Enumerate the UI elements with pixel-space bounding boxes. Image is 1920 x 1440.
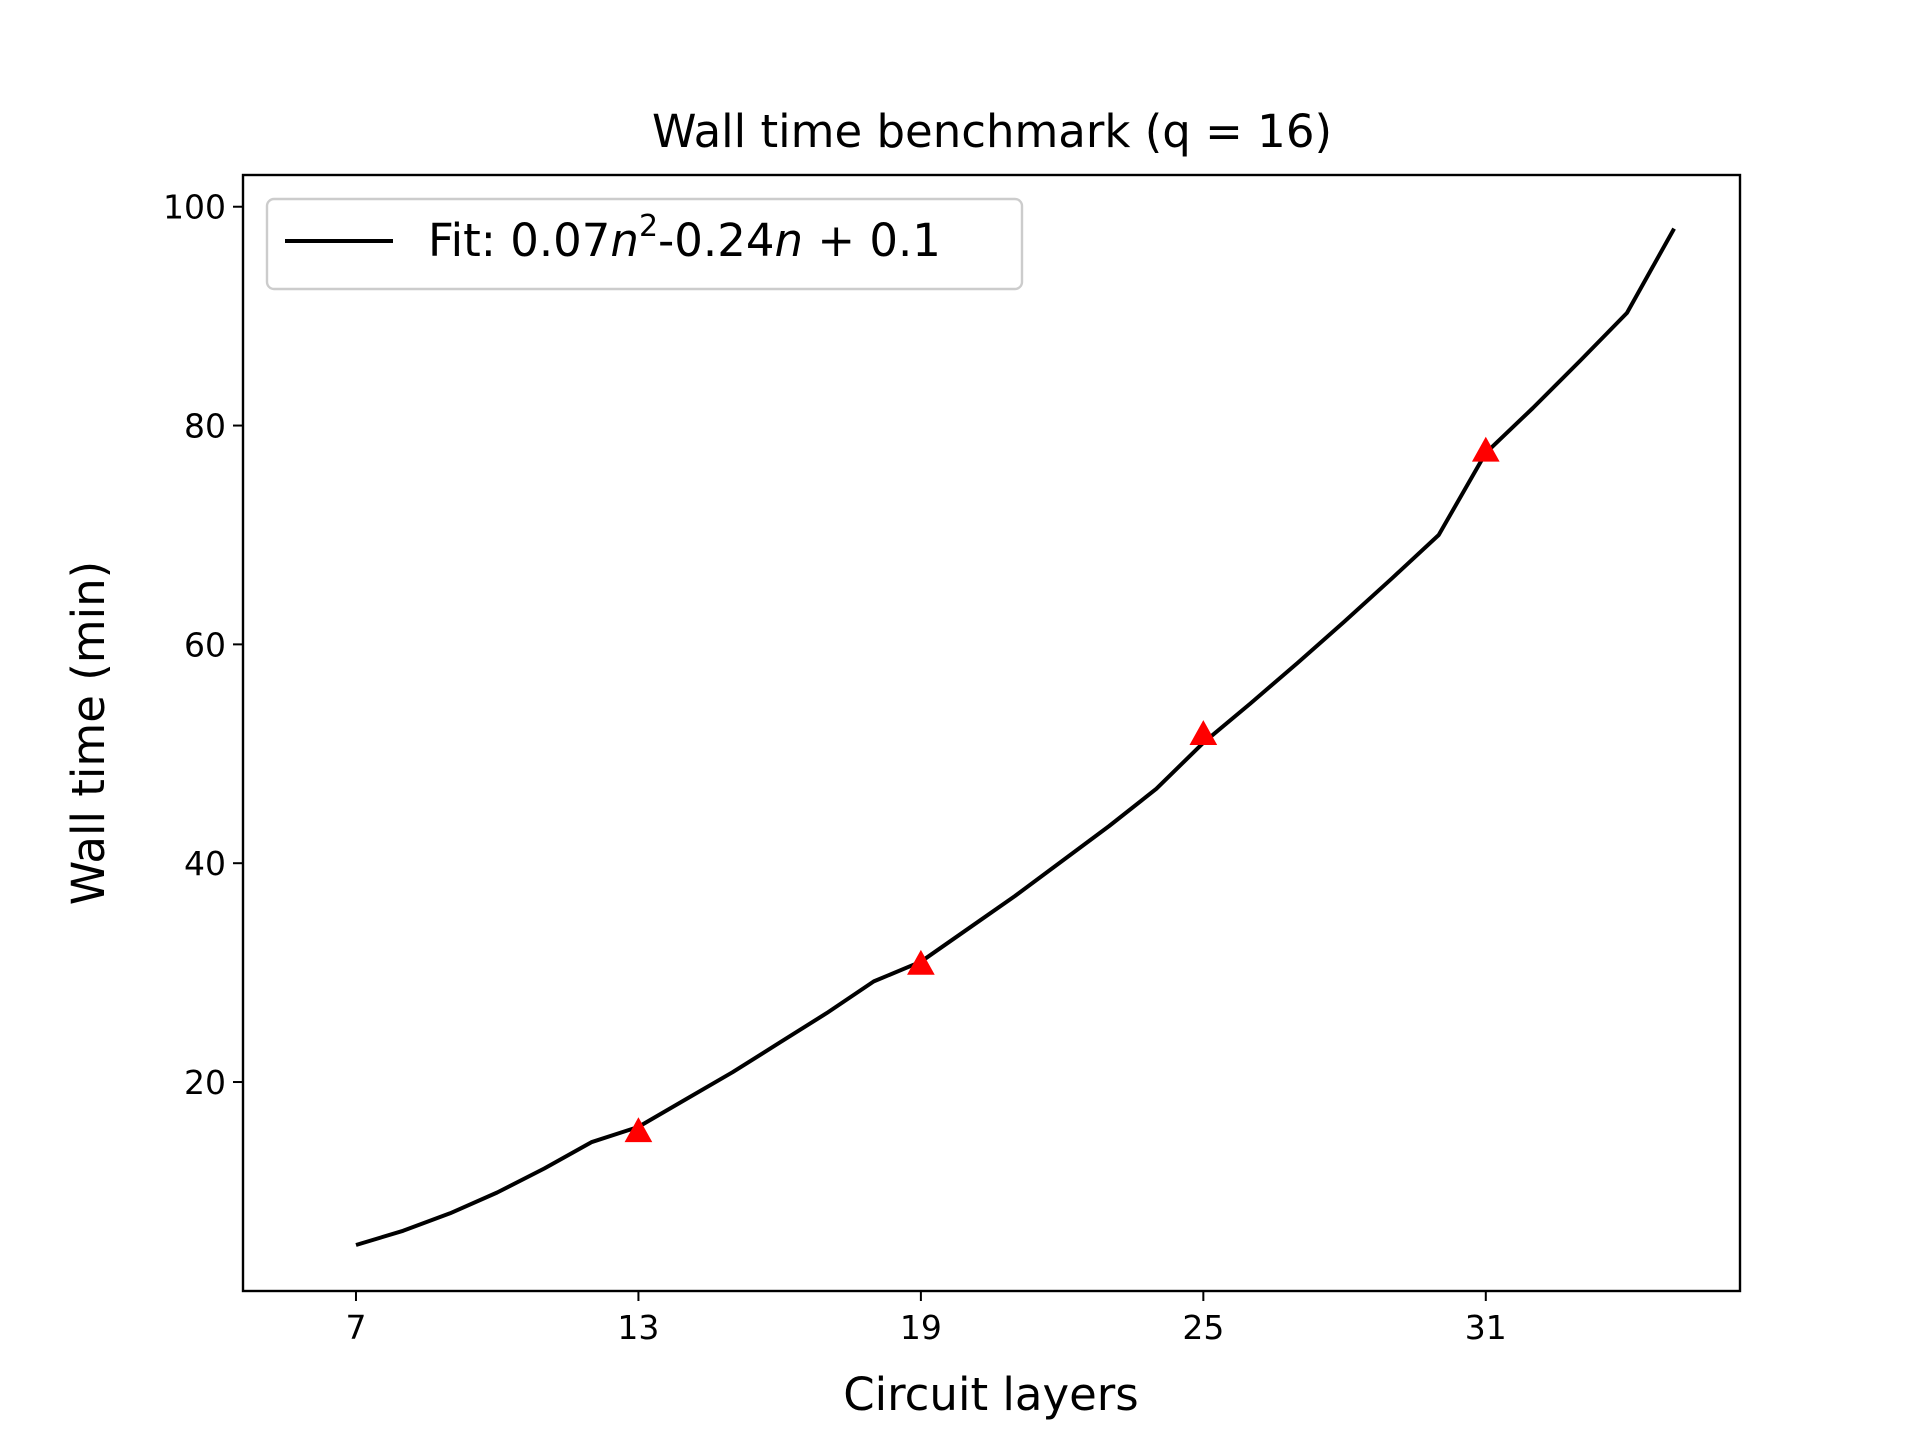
y-axis-ticks: 20 40 60 80 100 (163, 188, 243, 1102)
y-tick-label: 100 (163, 188, 226, 227)
x-tick-label: 31 (1465, 1308, 1507, 1347)
x-axis-ticks: 7 13 19 25 31 (345, 1291, 1507, 1347)
chart-title: Wall time benchmark (q = 16) (652, 105, 1332, 158)
data-point-marker (1189, 720, 1218, 745)
legend-box (265, 197, 1024, 291)
data-point-marker (1471, 436, 1500, 462)
plot-area (355, 227, 1676, 1247)
x-tick-label: 13 (617, 1308, 659, 1347)
data-point-marker (624, 1117, 653, 1143)
y-tick-label: 40 (184, 844, 226, 883)
y-tick-label: 80 (184, 407, 226, 446)
y-tick-label: 20 (184, 1063, 226, 1102)
x-tick-label: 7 (345, 1308, 366, 1347)
legend: Fit: 0.07n2-0.24n + 0.1 (265, 197, 1024, 291)
y-tick-label: 60 (184, 625, 226, 664)
legend-label-suffix: + 0.1 (803, 214, 941, 267)
legend-label-mid: -0.24 (658, 214, 774, 267)
legend-label-prefix: Fit: 0.07 (428, 214, 610, 267)
legend-label: Fit: 0.07n2-0.24n + 0.1 (428, 209, 941, 267)
y-axis-label: Wall time (min) (62, 561, 115, 905)
legend-label-sup: 2 (639, 209, 658, 244)
x-axis-label: Circuit layers (843, 1368, 1139, 1421)
x-tick-label: 19 (900, 1308, 942, 1347)
data-point-marker (907, 949, 935, 975)
legend-label-var1: n (610, 214, 639, 267)
fit-line (355, 227, 1676, 1247)
plot-frame (241, 173, 1742, 1293)
legend-label-var2: n (774, 214, 803, 267)
x-tick-label: 25 (1182, 1308, 1224, 1347)
